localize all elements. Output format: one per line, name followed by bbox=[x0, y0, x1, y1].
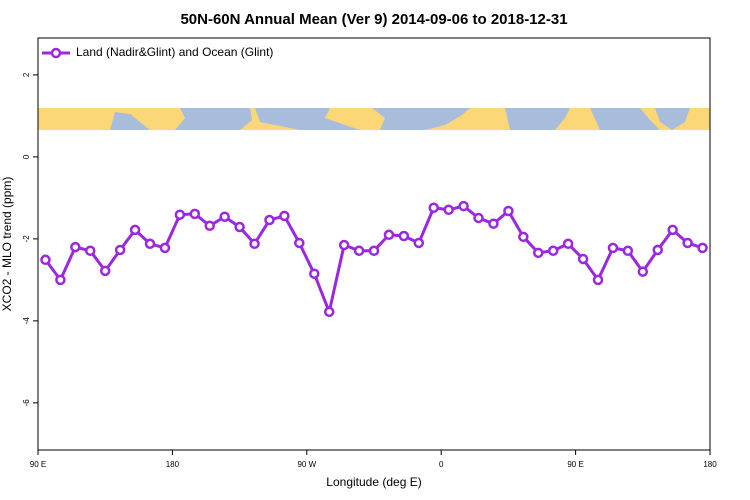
map-sea bbox=[590, 108, 660, 130]
point bbox=[488, 218, 499, 229]
x-tick-label: 0 bbox=[439, 460, 444, 469]
point bbox=[607, 242, 619, 254]
series-line bbox=[44, 204, 704, 314]
x-tick-label: 90 E bbox=[567, 460, 583, 469]
x-axis-label: Longitude (deg E) bbox=[326, 475, 421, 489]
point bbox=[503, 205, 514, 217]
point bbox=[577, 253, 589, 265]
x-tick-label: 90 E bbox=[30, 460, 46, 469]
map-sea bbox=[110, 112, 150, 130]
point bbox=[189, 208, 201, 220]
point bbox=[667, 224, 678, 236]
point bbox=[697, 242, 708, 254]
x-tick-label: 90 W bbox=[297, 460, 316, 469]
point bbox=[129, 224, 141, 236]
point bbox=[398, 230, 410, 242]
legend-marker bbox=[50, 47, 62, 59]
point bbox=[562, 238, 574, 250]
point bbox=[533, 247, 544, 259]
point bbox=[682, 237, 693, 249]
point bbox=[114, 244, 126, 256]
point bbox=[249, 238, 260, 250]
map-sea bbox=[175, 108, 252, 130]
y-tick-label: -2 bbox=[22, 235, 31, 243]
point bbox=[144, 238, 156, 250]
point bbox=[85, 245, 96, 257]
point bbox=[40, 254, 51, 266]
point bbox=[458, 200, 469, 212]
point bbox=[652, 244, 663, 256]
legend-label: Land (Nadir&Glint) and Ocean (Glint) bbox=[76, 45, 273, 59]
point bbox=[174, 209, 186, 220]
x-tick-label: 180 bbox=[703, 460, 717, 469]
point bbox=[383, 229, 395, 241]
plot-frame bbox=[37, 37, 711, 451]
point bbox=[637, 266, 649, 277]
point bbox=[309, 268, 320, 279]
point bbox=[473, 212, 484, 224]
point bbox=[294, 237, 305, 249]
point bbox=[159, 242, 171, 254]
point bbox=[353, 245, 365, 257]
point bbox=[547, 245, 559, 257]
point bbox=[70, 241, 81, 253]
map-sea bbox=[655, 108, 690, 130]
map-sea bbox=[255, 108, 360, 130]
point bbox=[55, 274, 66, 286]
point bbox=[323, 306, 335, 318]
map-sea bbox=[505, 108, 570, 130]
map-band bbox=[38, 108, 710, 130]
y-tick-label: 2 bbox=[22, 72, 31, 77]
y-axis-label: XCO2 - MLO trend (ppm) bbox=[0, 177, 14, 312]
point bbox=[219, 211, 230, 222]
point bbox=[368, 245, 380, 257]
point bbox=[264, 214, 275, 226]
y-tick-label: -6 bbox=[22, 399, 31, 407]
point bbox=[443, 204, 454, 216]
chart-title: 50N-60N Annual Mean (Ver 9) 2014-09-06 t… bbox=[180, 11, 567, 28]
point bbox=[518, 231, 529, 243]
x-tick-label: 180 bbox=[166, 460, 180, 469]
point bbox=[234, 221, 245, 233]
y-tick-label: 0 bbox=[22, 154, 31, 159]
point bbox=[622, 245, 634, 257]
point bbox=[204, 220, 215, 232]
point bbox=[592, 274, 604, 286]
point bbox=[413, 237, 425, 249]
point bbox=[99, 265, 111, 277]
y-tick-label: -4 bbox=[22, 317, 31, 325]
map-sea bbox=[372, 108, 470, 130]
point bbox=[279, 210, 290, 222]
point bbox=[428, 202, 439, 213]
point bbox=[338, 239, 350, 251]
